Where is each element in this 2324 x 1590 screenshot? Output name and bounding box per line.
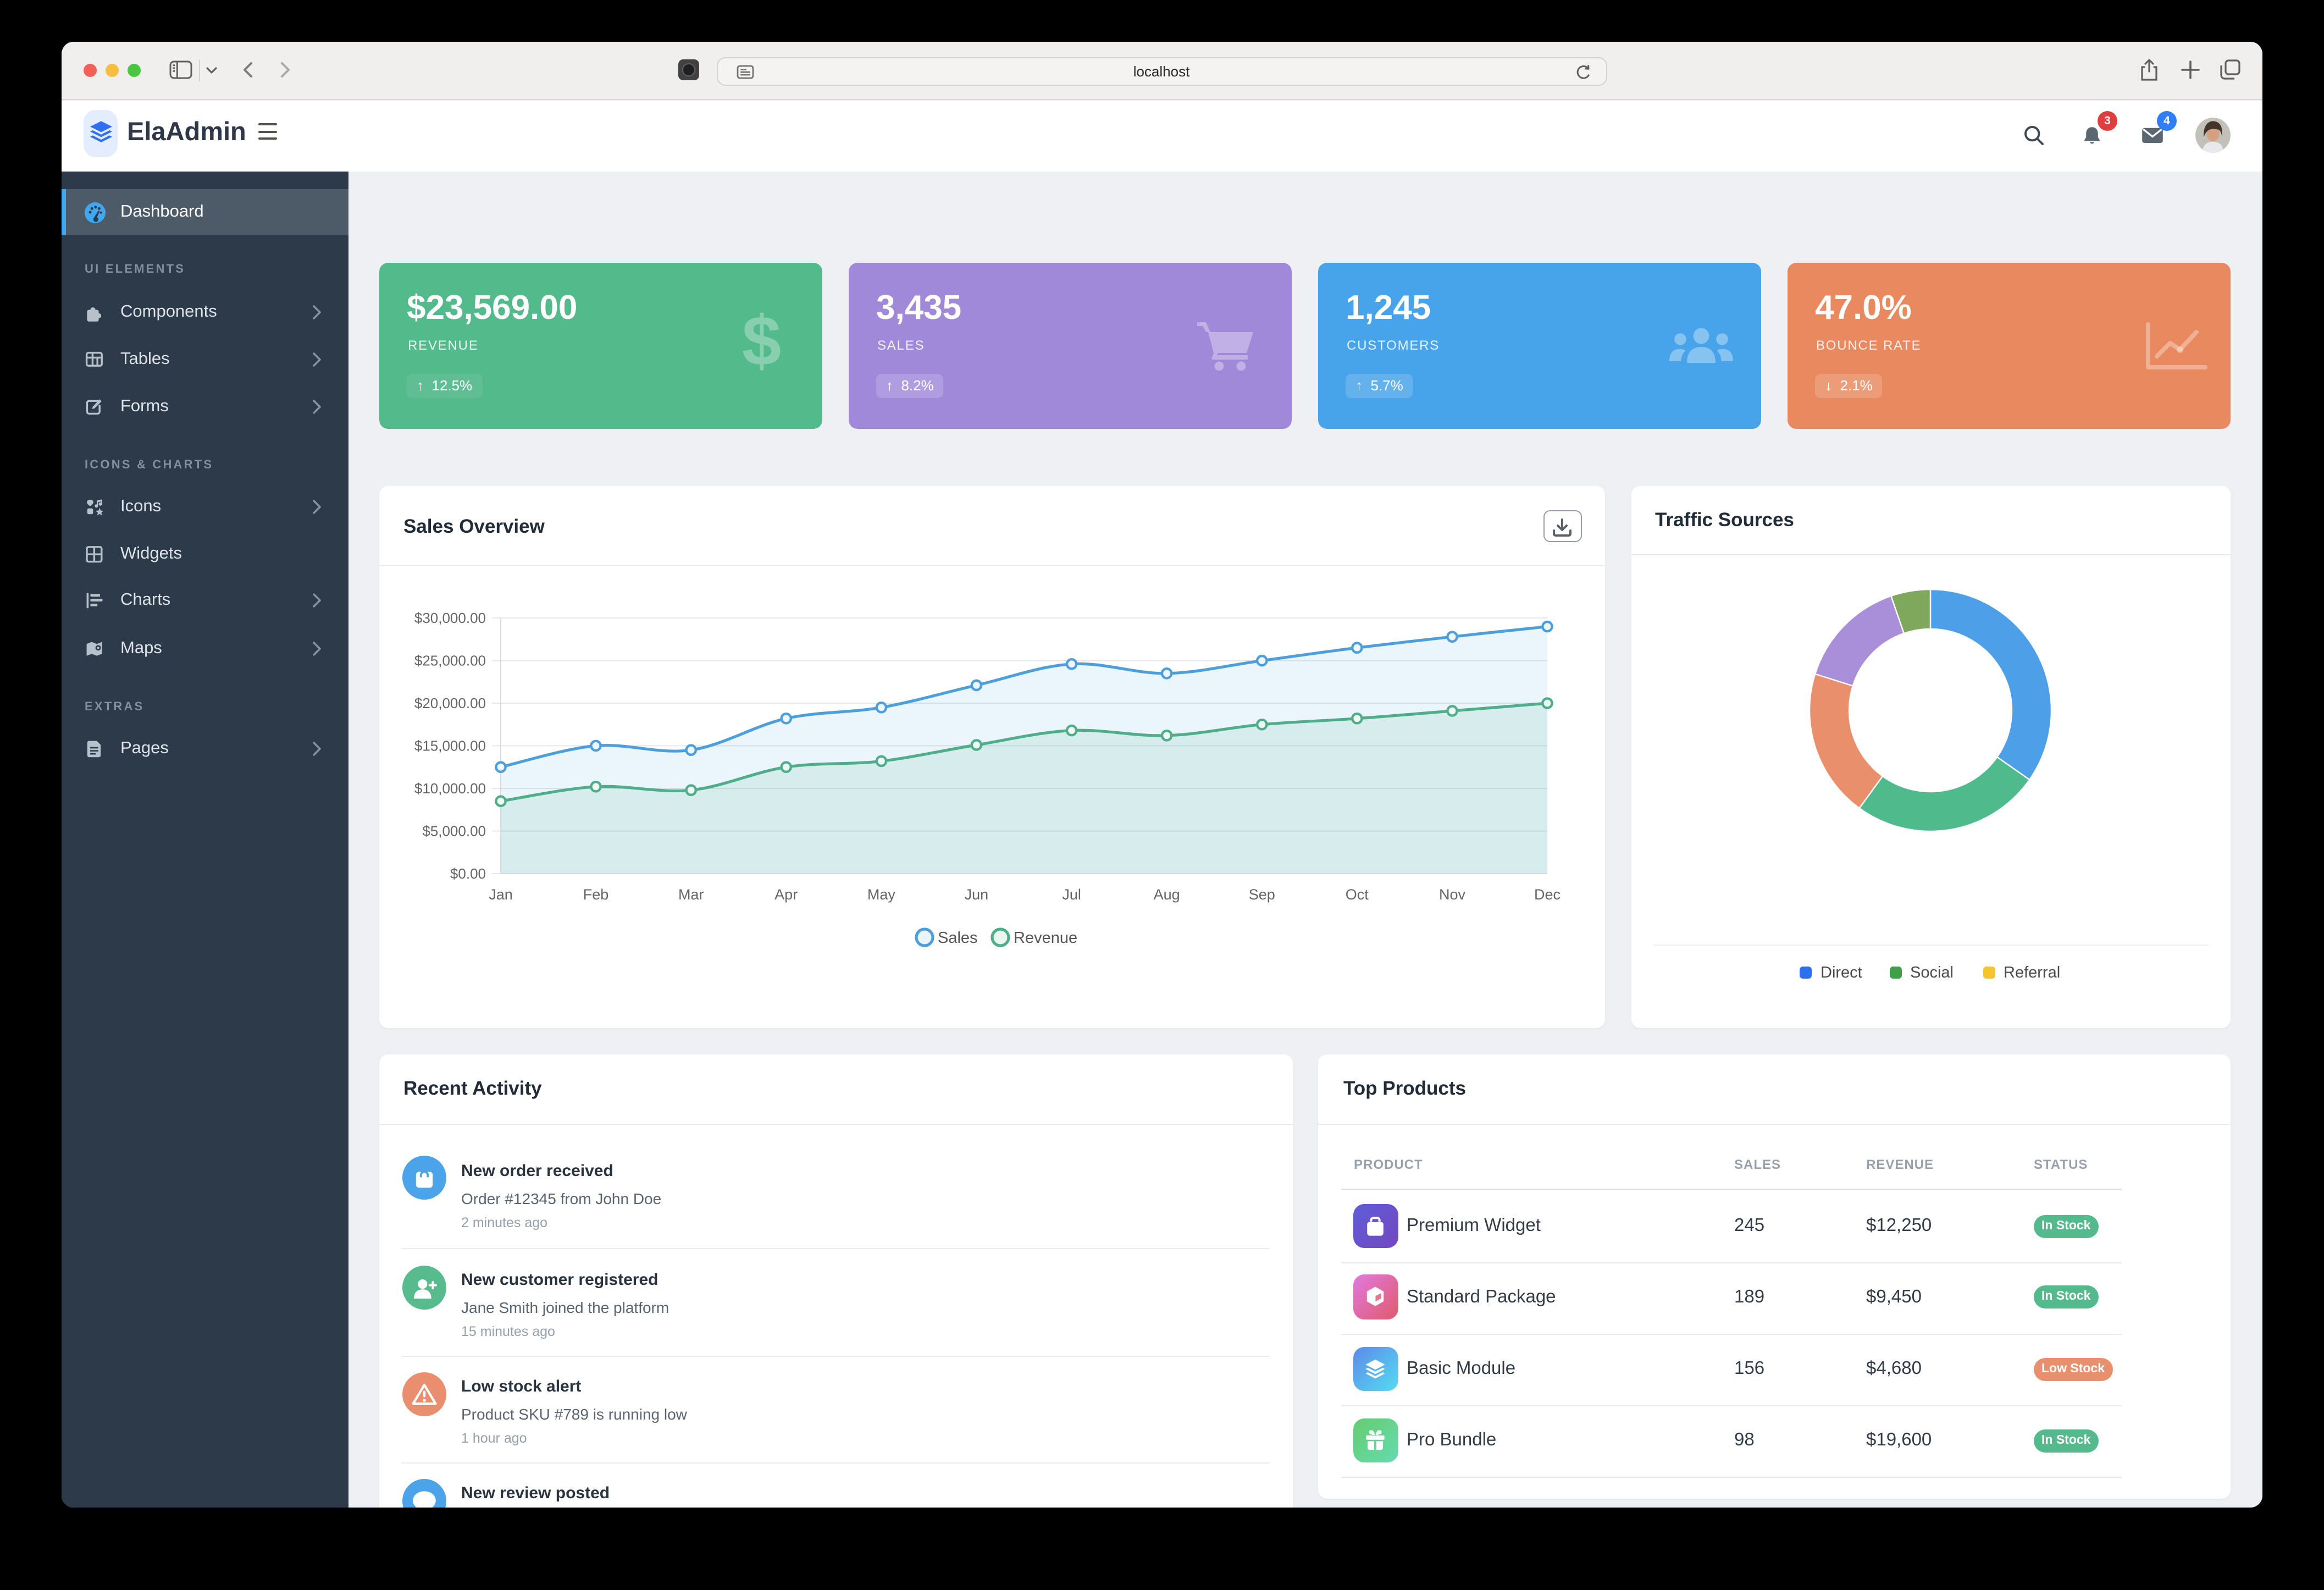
svg-text:Jan: Jan bbox=[489, 886, 513, 902]
svg-text:Dec: Dec bbox=[1534, 886, 1561, 902]
svg-text:Jun: Jun bbox=[965, 886, 989, 902]
svg-text:$25,000.00: $25,000.00 bbox=[414, 652, 486, 668]
svg-text:$10,000.00: $10,000.00 bbox=[414, 780, 486, 796]
svg-text:Revenue: Revenue bbox=[1014, 929, 1077, 946]
svg-text:May: May bbox=[867, 886, 896, 902]
svg-text:$30,000.00: $30,000.00 bbox=[414, 609, 486, 626]
svg-text:Nov: Nov bbox=[1439, 886, 1466, 902]
svg-text:$5,000.00: $5,000.00 bbox=[422, 822, 486, 838]
svg-text:Apr: Apr bbox=[774, 886, 798, 902]
svg-text:Jul: Jul bbox=[1062, 886, 1081, 902]
svg-text:$15,000.00: $15,000.00 bbox=[414, 737, 486, 754]
svg-text:$0.00: $0.00 bbox=[450, 865, 486, 881]
svg-text:Sep: Sep bbox=[1249, 886, 1275, 902]
svg-text:Oct: Oct bbox=[1346, 886, 1369, 902]
svg-text:Sales: Sales bbox=[938, 929, 978, 946]
svg-text:Aug: Aug bbox=[1154, 886, 1180, 902]
svg-text:Mar: Mar bbox=[678, 886, 704, 902]
svg-text:$20,000.00: $20,000.00 bbox=[414, 694, 486, 711]
svg-text:Feb: Feb bbox=[583, 886, 609, 902]
